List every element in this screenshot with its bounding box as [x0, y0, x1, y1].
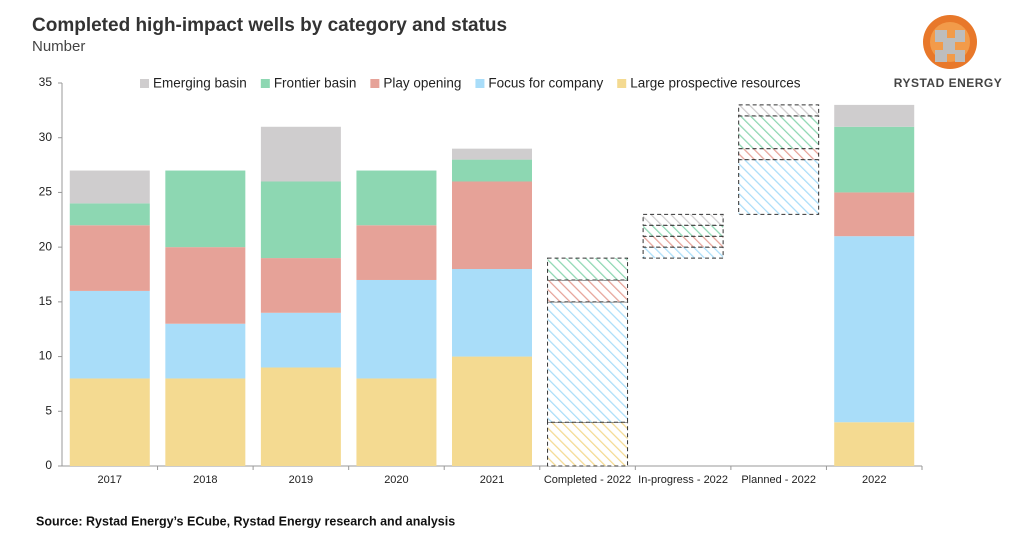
bar-segment [642, 235, 724, 248]
legend-swatch [475, 79, 485, 88]
bar-segment [547, 279, 629, 303]
bar-segment [547, 301, 629, 423]
bar-segment [834, 236, 915, 423]
bar-segment [738, 115, 820, 150]
bar-segment [452, 159, 532, 182]
x-tick-label: 2021 [480, 474, 504, 486]
source: Source: Rystad Energy’s ECube, Rystad En… [36, 514, 455, 528]
bar-segment [356, 378, 437, 466]
bar-segment [834, 192, 915, 237]
bar-segment [69, 378, 150, 466]
logo [923, 15, 977, 69]
bar-segment [69, 290, 150, 379]
x-tick-label: Planned - 2022 [741, 474, 816, 486]
legend-label: Emerging basin [153, 76, 247, 91]
bar-segment [165, 378, 246, 466]
y-tick-label: 35 [39, 75, 53, 89]
x-tick-label: 2017 [98, 474, 122, 486]
bar-segment [547, 257, 629, 281]
bar-segment [642, 246, 724, 259]
bar-segment [69, 170, 150, 204]
bar-segment [165, 247, 246, 324]
x-tick-label: 2019 [289, 474, 313, 486]
bar-segment [356, 170, 437, 226]
bar-segment [738, 148, 820, 161]
bar-segment [260, 181, 341, 259]
bar-segment [165, 170, 246, 248]
bar-segment [738, 104, 820, 117]
x-tick-label: 2022 [862, 474, 886, 486]
legend-swatch [370, 79, 380, 88]
legend-label: Play opening [383, 76, 461, 91]
y-tick-label: 5 [45, 403, 52, 417]
bar-segment [260, 312, 341, 368]
bar-segment [738, 159, 820, 215]
legend-swatch [140, 79, 149, 88]
bar-segment [165, 323, 246, 379]
bar-segment [69, 203, 150, 226]
legend-swatch [617, 79, 627, 88]
logo-text: RYSTAD ENERGY [894, 76, 1003, 90]
bar-segment [356, 279, 437, 379]
bar-segment [356, 225, 437, 280]
bar-segment [547, 421, 629, 467]
legend-label: Frontier basin [274, 76, 357, 91]
bar-segment [452, 356, 532, 466]
y-tick-label: 30 [39, 130, 53, 144]
legend-label: Focus for company [488, 76, 603, 91]
y-tick-label: 20 [39, 239, 53, 253]
y-tick-label: 15 [39, 294, 53, 308]
bar-segment [452, 148, 532, 160]
bar-segment [834, 104, 915, 127]
legend-swatch [260, 79, 270, 88]
x-tick-label: Completed - 2022 [544, 474, 631, 486]
x-tick-label: 2020 [384, 474, 408, 486]
bar-segment [69, 225, 150, 291]
bar-segment [834, 126, 915, 193]
y-tick-label: 10 [39, 349, 53, 363]
bar-segment [260, 367, 341, 466]
y-tick-label: 25 [39, 185, 53, 199]
bar-segment [260, 258, 341, 313]
bar-segment [642, 213, 724, 226]
y-tick-label: 0 [45, 458, 52, 472]
x-tick-label: 2018 [193, 474, 217, 486]
chart-subtitle: Number [32, 38, 85, 55]
bar-segment [642, 224, 724, 237]
x-tick-label: In-progress - 2022 [638, 474, 728, 486]
bar-segment [452, 181, 532, 270]
bar-segment [260, 126, 341, 182]
bar-segment [834, 422, 915, 466]
legend-label: Large prospective resources [630, 76, 801, 91]
bar-segment [452, 269, 532, 357]
chart-title: Completed high-impact wells by category … [32, 15, 507, 36]
